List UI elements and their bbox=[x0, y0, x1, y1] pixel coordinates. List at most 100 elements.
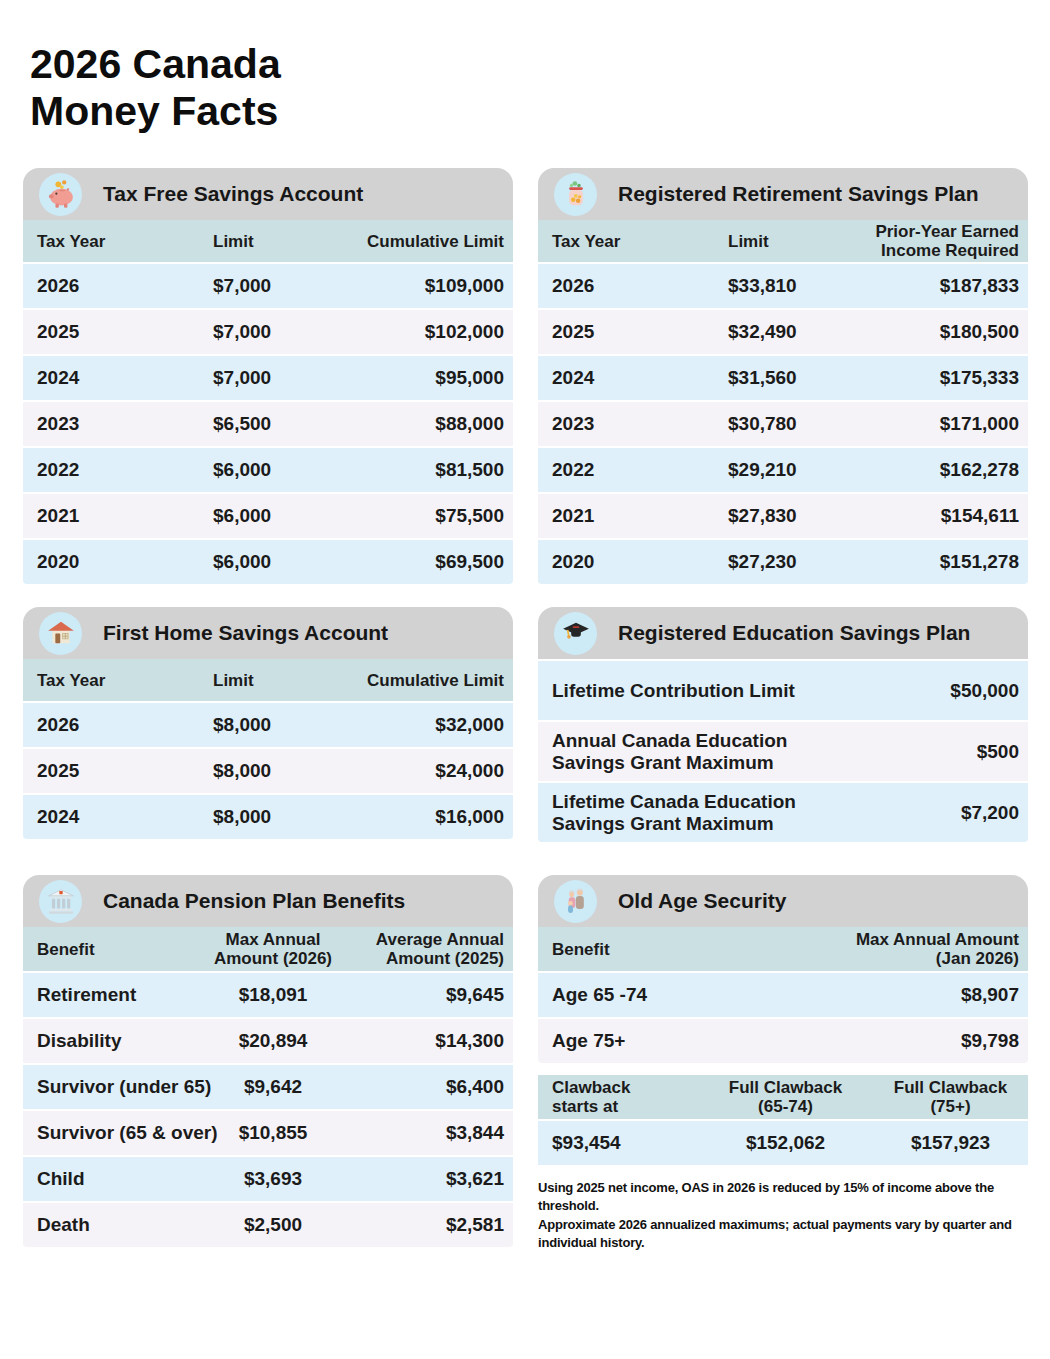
table-row: 2026$33,810$187,833 bbox=[538, 262, 1028, 308]
panel-tfsa-header: Tax Free Savings Account bbox=[23, 168, 513, 220]
table-row: 2025$7,000$102,000 bbox=[23, 308, 513, 354]
column-header: Benefit bbox=[23, 927, 191, 971]
column-header: Limit bbox=[213, 659, 347, 701]
table-cell: $50,000 bbox=[838, 659, 1028, 720]
column-header: Prior-Year Earned Income Required bbox=[862, 220, 1028, 262]
panel-resp: Registered Education Savings Plan Lifeti… bbox=[538, 607, 1028, 842]
table-cell: $7,000 bbox=[213, 262, 347, 308]
table-cell: 2023 bbox=[23, 400, 213, 446]
table-cell: $9,645 bbox=[355, 971, 513, 1017]
table-row: Age 75+$9,798 bbox=[538, 1017, 1028, 1063]
table-cell: 2025 bbox=[23, 747, 213, 793]
table-cell: Child bbox=[23, 1155, 191, 1201]
table-cell: Age 65 -74 bbox=[538, 971, 808, 1017]
house-icon bbox=[39, 612, 82, 655]
table-cell: $32,000 bbox=[347, 701, 513, 747]
table-row: Lifetime Contribution Limit$50,000 bbox=[538, 659, 1028, 720]
table-cell: $31,560 bbox=[728, 354, 862, 400]
table-row: Lifetime Canada Education Savings Grant … bbox=[538, 781, 1028, 842]
table-row: 2023$30,780$171,000 bbox=[538, 400, 1028, 446]
column-header: Full Clawback (65-74) bbox=[698, 1075, 873, 1119]
table-row: Survivor (65 & over)$10,855$3,844 bbox=[23, 1109, 513, 1155]
column-header: Max Annual Amount (2026) bbox=[191, 927, 355, 971]
column-header: Benefit bbox=[538, 927, 808, 971]
column-header: Average Annual Amount (2025) bbox=[355, 927, 513, 971]
table-row: 2021$6,000$75,500 bbox=[23, 492, 513, 538]
column-header: Cumulative Limit bbox=[347, 659, 513, 701]
table-cell: $18,091 bbox=[191, 971, 355, 1017]
table-cell: $187,833 bbox=[862, 262, 1028, 308]
table-cell: $14,300 bbox=[355, 1017, 513, 1063]
table-cell: 2020 bbox=[538, 538, 728, 584]
column-header: Tax Year bbox=[538, 220, 728, 262]
table-cell: 2024 bbox=[538, 354, 728, 400]
panel-fhsa: First Home Savings Account Tax YearLimit… bbox=[23, 607, 513, 839]
table-cell: $157,923 bbox=[873, 1119, 1028, 1165]
table-cell: $175,333 bbox=[862, 354, 1028, 400]
table-cell: Disability bbox=[23, 1017, 191, 1063]
table-cell: $162,278 bbox=[862, 446, 1028, 492]
table-cell: $6,000 bbox=[213, 446, 347, 492]
table-cell: 2026 bbox=[23, 262, 213, 308]
footnote: Using 2025 net income, OAS in 2026 is re… bbox=[538, 1179, 1028, 1216]
table-row: 2024$7,000$95,000 bbox=[23, 354, 513, 400]
table-row: $93,454$152,062$157,923 bbox=[538, 1119, 1028, 1165]
table-cell: $7,200 bbox=[838, 781, 1028, 842]
table-cell: $154,611 bbox=[862, 492, 1028, 538]
table-cell: $102,000 bbox=[347, 308, 513, 354]
table-cell: $9,642 bbox=[191, 1063, 355, 1109]
panel-tfsa-title: Tax Free Savings Account bbox=[103, 182, 363, 206]
table-cell: $20,894 bbox=[191, 1017, 355, 1063]
panel-rrsp-title: Registered Retirement Savings Plan bbox=[618, 182, 979, 206]
table-cell: $24,000 bbox=[347, 747, 513, 793]
table-cell: 2021 bbox=[23, 492, 213, 538]
table-cell: $3,621 bbox=[355, 1155, 513, 1201]
column-header: Clawback starts at bbox=[538, 1075, 698, 1119]
table-cell: $7,000 bbox=[213, 308, 347, 354]
table-cell: Survivor (65 & over) bbox=[23, 1109, 191, 1155]
footnote: Approximate 2026 annualized maximums; ac… bbox=[538, 1216, 1028, 1253]
table-cell: $7,000 bbox=[213, 354, 347, 400]
column-header: Max Annual Amount (Jan 2026) bbox=[808, 927, 1028, 971]
panel-oas: Old Age Security BenefitMax Annual Amoun… bbox=[538, 875, 1028, 1252]
table-row: Retirement$18,091$9,645 bbox=[23, 971, 513, 1017]
table-cell: $30,780 bbox=[728, 400, 862, 446]
table-cell: Age 75+ bbox=[538, 1017, 808, 1063]
table-cell: Lifetime Canada Education Savings Grant … bbox=[538, 781, 838, 842]
table-cell: Lifetime Contribution Limit bbox=[538, 659, 838, 720]
column-header: Full Clawback (75+) bbox=[873, 1075, 1028, 1119]
column-header-row: Tax YearLimitPrior-Year Earned Income Re… bbox=[538, 220, 1028, 262]
table-cell: 2023 bbox=[538, 400, 728, 446]
table-row: 2026$8,000$32,000 bbox=[23, 701, 513, 747]
piggy-bank-icon bbox=[39, 173, 82, 216]
column-header-row: BenefitMax Annual Amount (Jan 2026) bbox=[538, 927, 1028, 971]
table-cell: 2026 bbox=[538, 262, 728, 308]
table-cell: $2,500 bbox=[191, 1201, 355, 1247]
table-row: 2024$31,560$175,333 bbox=[538, 354, 1028, 400]
table-cell: $8,907 bbox=[808, 971, 1028, 1017]
panel-resp-title: Registered Education Savings Plan bbox=[618, 621, 970, 645]
table-row: 2023$6,500$88,000 bbox=[23, 400, 513, 446]
table-row: 2022$29,210$162,278 bbox=[538, 446, 1028, 492]
column-header: Limit bbox=[728, 220, 862, 262]
table-cell: 2021 bbox=[538, 492, 728, 538]
table-cell: $27,230 bbox=[728, 538, 862, 584]
table-row: Disability$20,894$14,300 bbox=[23, 1017, 513, 1063]
table-row: 2024$8,000$16,000 bbox=[23, 793, 513, 839]
table-cell: 2026 bbox=[23, 701, 213, 747]
table-cell: 2025 bbox=[538, 308, 728, 354]
table-row: Annual Canada Education Savings Grant Ma… bbox=[538, 720, 1028, 781]
table-row: 2026$7,000$109,000 bbox=[23, 262, 513, 308]
panel-oas-header: Old Age Security bbox=[538, 875, 1028, 927]
bank-icon bbox=[39, 880, 82, 923]
table-cell: 2025 bbox=[23, 308, 213, 354]
panel-fhsa-title: First Home Savings Account bbox=[103, 621, 388, 645]
table-cell: $151,278 bbox=[862, 538, 1028, 584]
table-cell: $8,000 bbox=[213, 747, 347, 793]
column-header-row: Clawback starts atFull Clawback (65-74)F… bbox=[538, 1075, 1028, 1119]
table-cell: $3,693 bbox=[191, 1155, 355, 1201]
table-cell: $88,000 bbox=[347, 400, 513, 446]
panel-rrsp: Registered Retirement Savings Plan Tax Y… bbox=[538, 168, 1028, 584]
table-cell: $93,454 bbox=[538, 1119, 698, 1165]
column-header: Limit bbox=[213, 220, 347, 262]
